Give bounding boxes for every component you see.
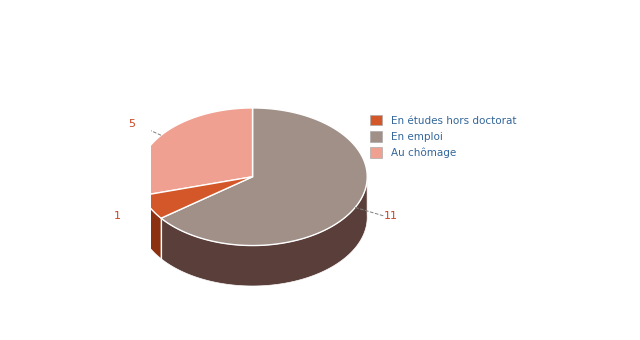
- Polygon shape: [138, 173, 142, 236]
- Polygon shape: [138, 108, 253, 196]
- Text: 11: 11: [384, 211, 398, 221]
- Text: 1: 1: [114, 211, 121, 221]
- Polygon shape: [142, 177, 253, 218]
- Text: 5: 5: [129, 119, 136, 129]
- Legend: En études hors doctorat, En emploi, Au chômage: En études hors doctorat, En emploi, Au c…: [365, 110, 520, 162]
- Polygon shape: [161, 108, 367, 245]
- Polygon shape: [161, 174, 367, 286]
- Polygon shape: [142, 195, 161, 259]
